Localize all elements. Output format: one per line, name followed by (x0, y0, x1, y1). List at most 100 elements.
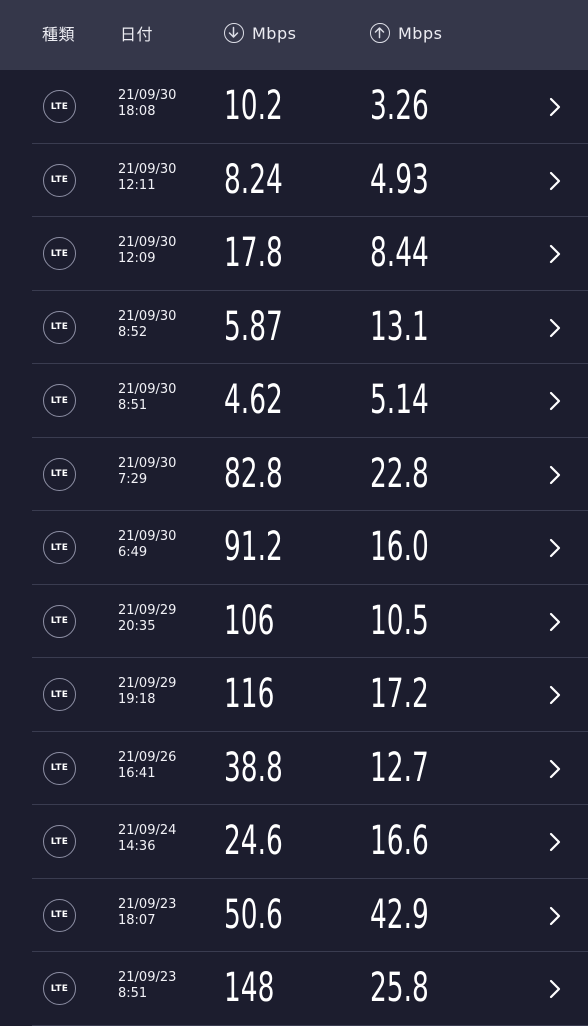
column-header: 種類 日付 Mbps Mbps (0, 0, 588, 70)
lte-badge-icon: LTE (43, 825, 76, 858)
result-time: 18:07 (118, 912, 156, 928)
lte-badge-icon: LTE (43, 90, 76, 123)
chevron-right-icon[interactable] (548, 611, 562, 633)
result-datetime: 21/09/23 18:07 (118, 897, 176, 929)
lte-badge-icon: LTE (43, 898, 76, 932)
result-datetime: 21/09/23 8:51 (118, 970, 176, 1002)
result-time: 12:11 (118, 177, 156, 193)
result-date: 21/09/30 (118, 382, 177, 397)
chevron-right-icon[interactable] (548, 464, 562, 486)
result-date: 21/09/30 (118, 235, 177, 250)
result-datetime: 21/09/30 7:29 (118, 456, 176, 488)
upload-speed: 8.44 (370, 230, 429, 276)
result-time: 12:09 (118, 251, 156, 266)
result-date: 21/09/30 (118, 529, 177, 544)
lte-badge-icon: LTE (43, 972, 76, 1005)
upload-speed: 25.8 (370, 965, 429, 1011)
result-row[interactable]: LTE 21/09/30 12:11 8.24 4.93 (0, 144, 588, 218)
upload-speed: 42.9 (370, 891, 429, 938)
chevron-right-icon[interactable] (548, 170, 562, 192)
chevron-right-icon[interactable] (548, 684, 562, 706)
result-date: 21/09/23 (118, 896, 177, 912)
chevron-right-icon[interactable] (548, 390, 562, 412)
result-time: 7:29 (118, 471, 148, 487)
upload-speed: 4.93 (370, 156, 429, 203)
result-date: 21/09/26 (118, 749, 177, 765)
result-datetime: 21/09/29 19:18 (118, 676, 176, 708)
header-download: Mbps (224, 0, 296, 66)
result-row[interactable]: LTE 21/09/30 12:09 17.8 8.44 (0, 217, 588, 291)
result-row[interactable]: LTE 21/09/23 18:07 50.6 42.9 (0, 879, 588, 953)
result-date: 21/09/29 (118, 602, 177, 618)
download-speed: 38.8 (224, 744, 283, 791)
lte-badge-icon: LTE (43, 237, 76, 270)
download-speed: 148 (224, 965, 275, 1011)
result-row[interactable]: LTE 21/09/30 7:29 82.8 22.8 (0, 438, 588, 512)
result-datetime: 21/09/30 8:51 (118, 382, 176, 414)
result-date: 21/09/30 (118, 455, 177, 471)
header-type-label: 種類 (42, 25, 76, 44)
result-row[interactable]: LTE 21/09/29 20:35 106 10.5 (0, 585, 588, 659)
result-date: 21/09/30 (118, 88, 177, 103)
download-speed: 50.6 (224, 891, 283, 938)
result-date: 21/09/24 (118, 823, 177, 838)
result-time: 6:49 (118, 545, 148, 560)
result-row[interactable]: LTE 21/09/30 18:08 10.2 3.26 (0, 70, 588, 144)
result-date: 21/09/30 (118, 161, 177, 177)
download-speed: 4.62 (224, 377, 283, 423)
lte-badge-icon: LTE (43, 678, 76, 711)
upload-speed: 3.26 (370, 83, 429, 129)
result-row[interactable]: LTE 21/09/26 16:41 38.8 12.7 (0, 732, 588, 806)
download-speed: 8.24 (224, 156, 283, 203)
upload-speed: 10.5 (370, 597, 429, 644)
result-date: 21/09/23 (118, 970, 177, 985)
upload-speed: 17.2 (370, 671, 429, 717)
chevron-right-icon[interactable] (548, 905, 562, 927)
result-time: 18:08 (118, 104, 156, 119)
result-row[interactable]: LTE 21/09/23 8:51 148 25.8 (0, 952, 588, 1026)
chevron-right-icon[interactable] (548, 96, 562, 118)
upload-arrow-icon (370, 23, 390, 43)
result-time: 8:51 (118, 986, 148, 1001)
download-speed: 106 (224, 597, 275, 644)
result-datetime: 21/09/30 12:11 (118, 162, 176, 194)
result-time: 20:35 (118, 618, 156, 634)
result-row[interactable]: LTE 21/09/24 14:36 24.6 16.6 (0, 805, 588, 879)
upload-speed: 12.7 (370, 744, 429, 791)
result-row[interactable]: LTE 21/09/30 6:49 91.2 16.0 (0, 511, 588, 585)
lte-badge-icon: LTE (43, 751, 76, 785)
result-row[interactable]: LTE 21/09/30 8:52 5.87 13.1 (0, 291, 588, 365)
download-speed: 116 (224, 671, 275, 717)
lte-badge-icon: LTE (43, 163, 76, 197)
lte-badge-icon: LTE (43, 384, 76, 417)
result-time: 16:41 (118, 765, 156, 781)
download-arrow-icon (224, 23, 244, 43)
chevron-right-icon[interactable] (548, 978, 562, 1000)
result-datetime: 21/09/24 14:36 (118, 823, 176, 855)
result-time: 19:18 (118, 692, 156, 707)
chevron-right-icon[interactable] (548, 243, 562, 265)
result-datetime: 21/09/30 6:49 (118, 529, 176, 561)
upload-speed: 22.8 (370, 450, 429, 497)
result-time: 8:52 (118, 324, 148, 340)
result-datetime: 21/09/30 12:09 (118, 235, 176, 267)
download-speed: 5.87 (224, 303, 283, 350)
result-row[interactable]: LTE 21/09/30 8:51 4.62 5.14 (0, 364, 588, 438)
header-download-unit: Mbps (252, 23, 297, 43)
chevron-right-icon[interactable] (548, 758, 562, 780)
chevron-right-icon[interactable] (548, 537, 562, 559)
result-datetime: 21/09/26 16:41 (118, 750, 176, 782)
header-upload: Mbps (370, 0, 442, 66)
chevron-right-icon[interactable] (548, 317, 562, 339)
upload-speed: 16.6 (370, 818, 429, 864)
download-speed: 17.8 (224, 230, 283, 276)
chevron-right-icon[interactable] (548, 831, 562, 853)
result-time: 14:36 (118, 839, 156, 854)
result-row[interactable]: LTE 21/09/29 19:18 116 17.2 (0, 658, 588, 732)
result-datetime: 21/09/29 20:35 (118, 603, 176, 635)
download-speed: 24.6 (224, 818, 283, 864)
lte-badge-icon: LTE (43, 531, 76, 564)
download-speed: 10.2 (224, 83, 283, 129)
lte-badge-icon: LTE (43, 310, 76, 344)
lte-badge-icon: LTE (43, 604, 76, 638)
